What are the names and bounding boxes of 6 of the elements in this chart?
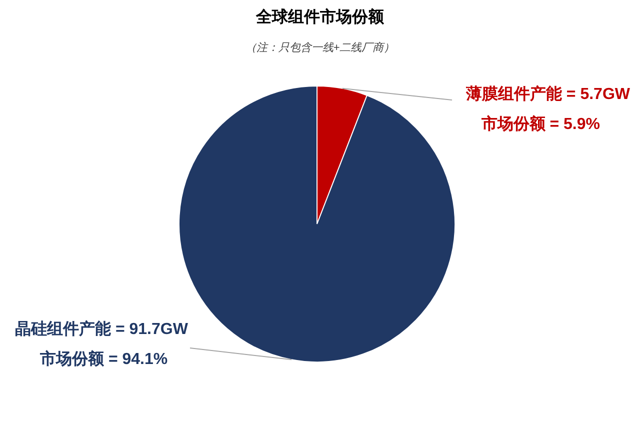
chart-subtitle: （注：只包含一线+二线厂商）: [245, 41, 395, 54]
data-label: 市场份额 = 5.9%: [480, 115, 600, 133]
chart-title: 全球组件市场份额: [255, 8, 385, 26]
slice-label: 晶硅组件产能 = 91.7GW: [15, 320, 189, 338]
slice-label: 薄膜组件产能 = 5.7GW: [464, 85, 631, 103]
data-label: 市场份额 = 94.1%: [39, 350, 168, 368]
